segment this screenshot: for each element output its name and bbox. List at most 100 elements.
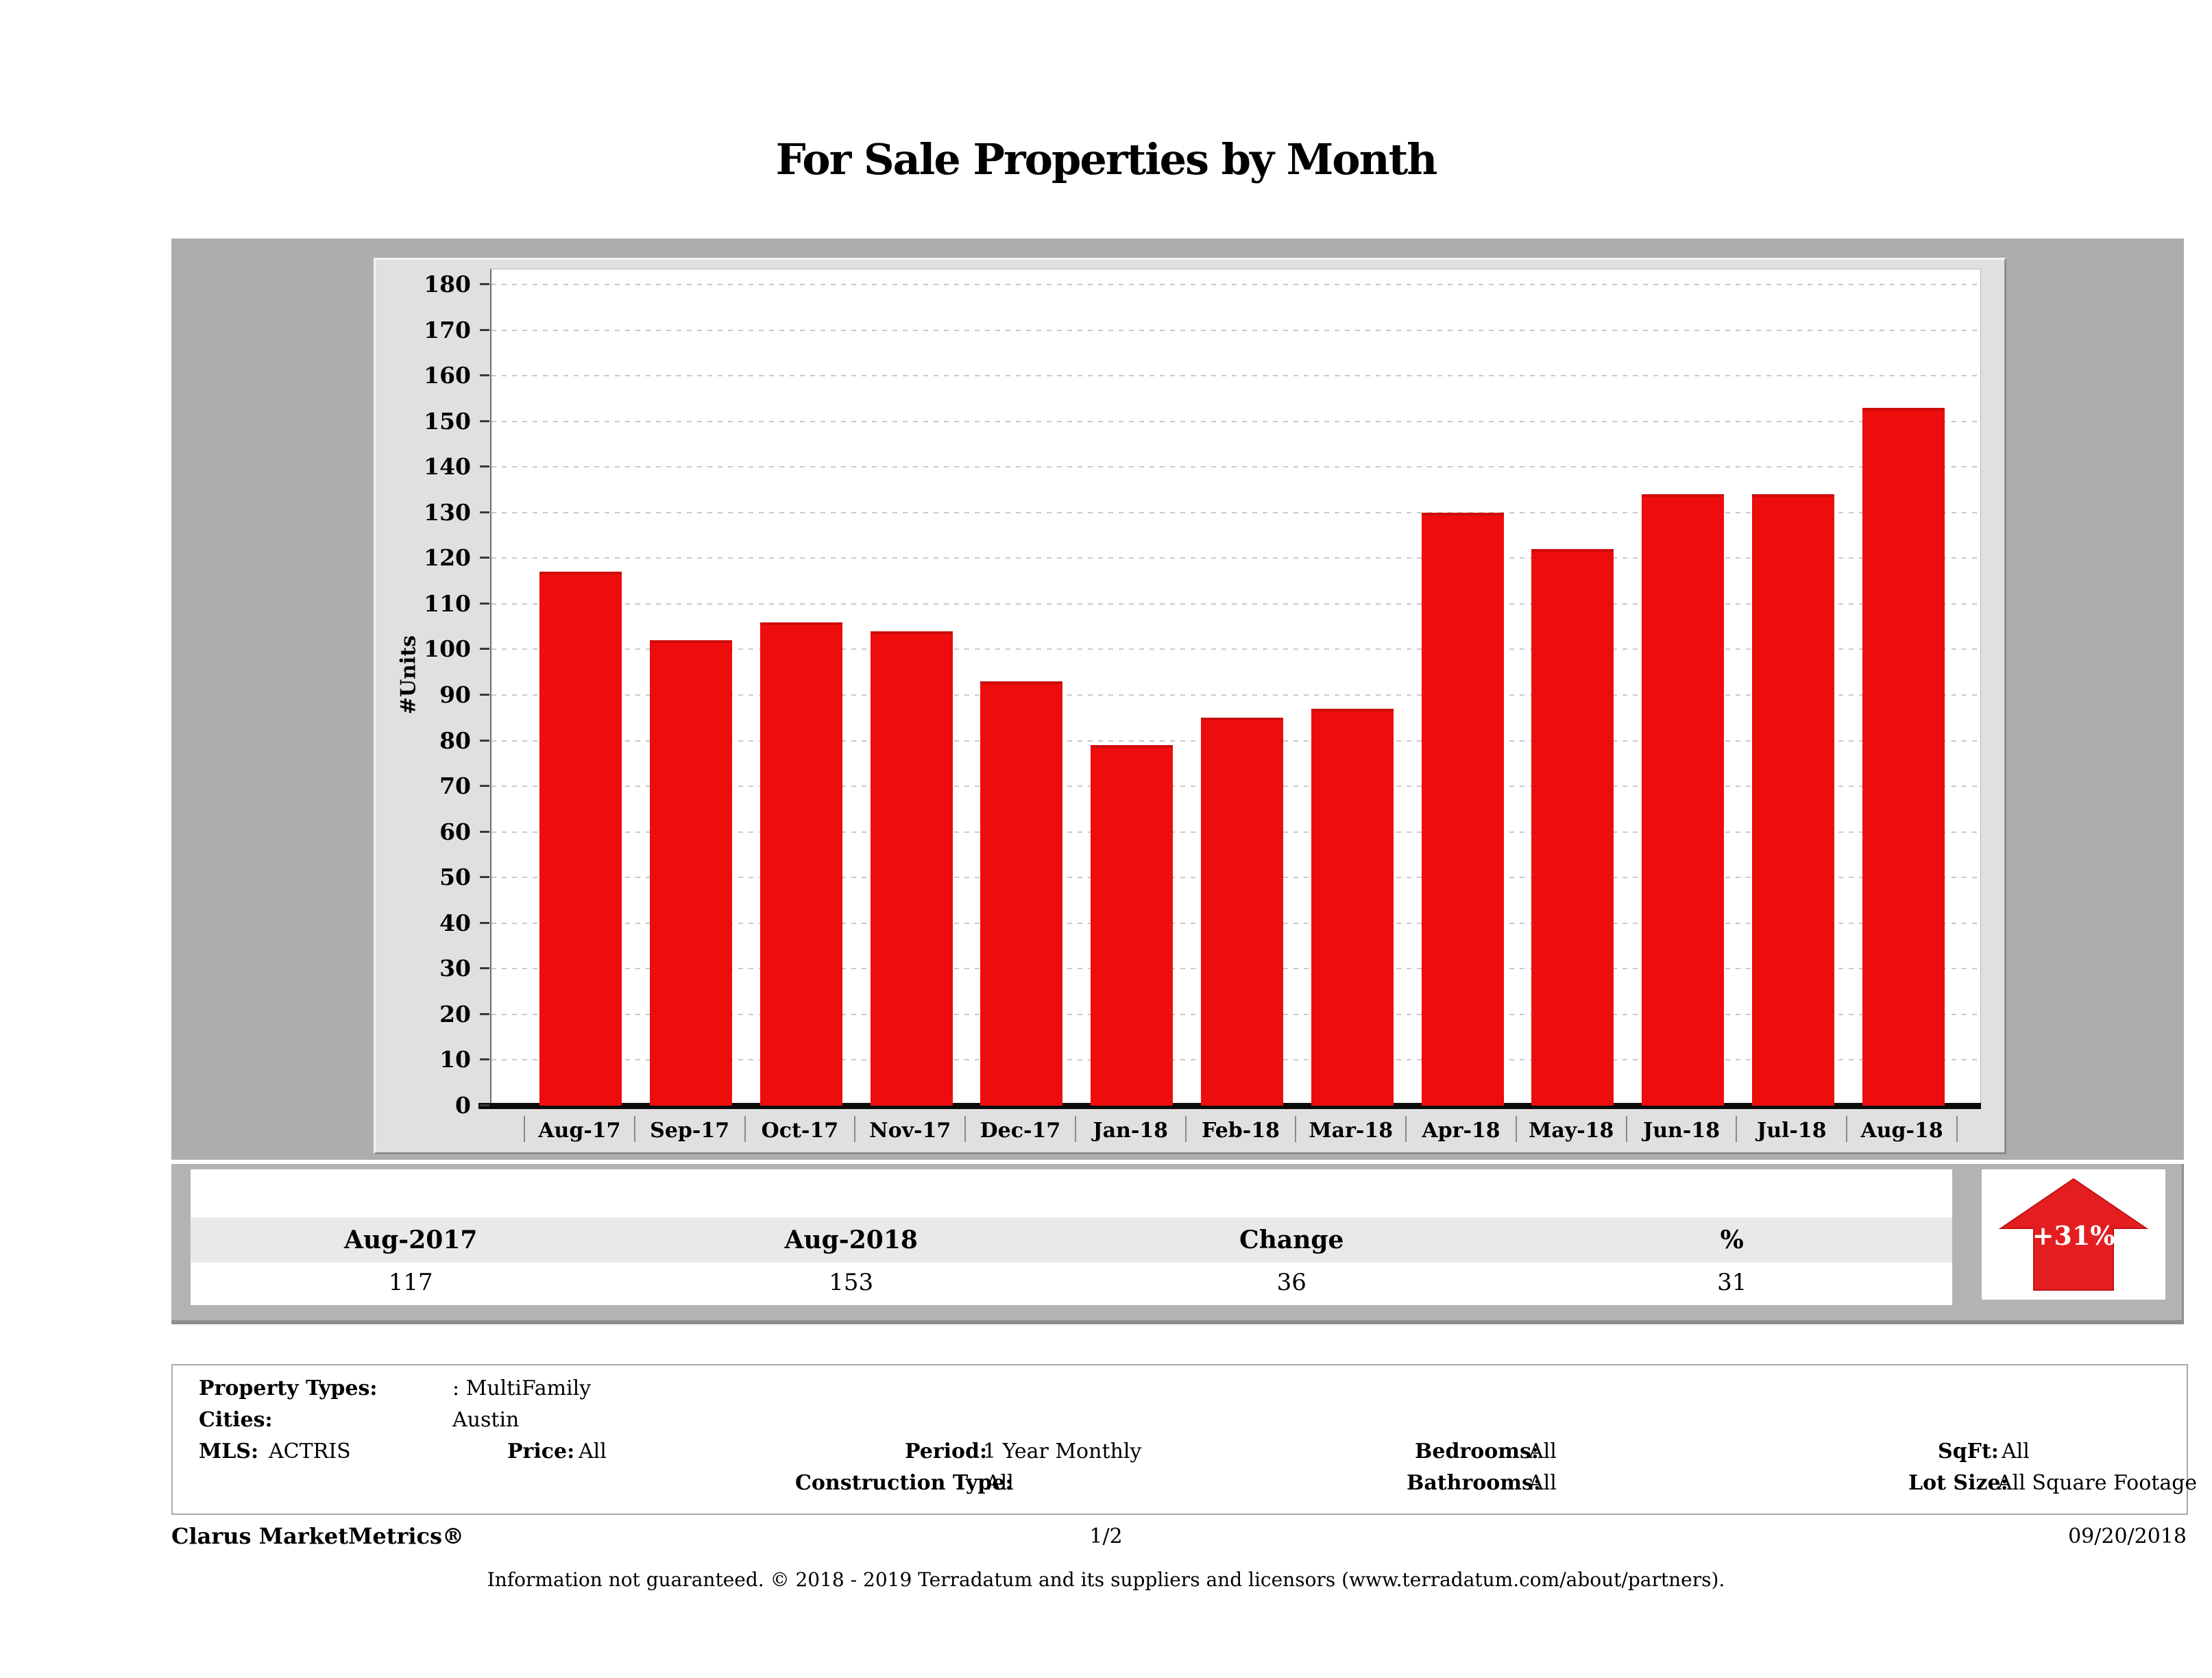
property-types-label: Property Types: <box>199 1376 378 1400</box>
x-axis-separator <box>633 1116 635 1142</box>
x-axis-label-Jun-18: Jun-18 <box>1643 1119 1721 1143</box>
y-axis-tick-170 <box>480 328 489 331</box>
x-axis-separator <box>964 1116 967 1142</box>
gridline-170 <box>491 329 1980 331</box>
construction-type-value: All <box>986 1471 1014 1495</box>
bedrooms-value: All <box>1529 1439 1557 1463</box>
x-axis-separator <box>1515 1116 1517 1142</box>
x-axis-label-Feb-18: Feb-18 <box>1202 1119 1280 1143</box>
x-axis-label-Aug-17: Aug-17 <box>538 1119 621 1143</box>
summary-row-empty <box>191 1169 1952 1217</box>
period-value: 1 Year Monthly <box>983 1439 1142 1463</box>
summary-value-Change: 36 <box>1276 1269 1306 1296</box>
footer-page-number: 1/2 <box>1089 1524 1123 1548</box>
x-axis-label-May-18: May-18 <box>1529 1119 1614 1143</box>
up-arrow-icon: +31% <box>1998 1178 2149 1291</box>
y-axis-label-150: 150 <box>424 407 471 435</box>
y-axis-tick-60 <box>480 830 489 833</box>
gridline-130 <box>491 511 1980 513</box>
bar-Jun-18 <box>1642 494 1725 1106</box>
summary-header-Change: Change <box>1239 1226 1344 1254</box>
cities-value: Austin <box>452 1408 520 1432</box>
x-axis-label-Jan-18: Jan-18 <box>1093 1119 1169 1143</box>
lot-size-value: All Square Footage <box>1997 1471 2198 1495</box>
x-axis-separator <box>744 1116 746 1142</box>
page-title: For Sale Properties by Month <box>775 134 1438 184</box>
bathrooms-label: Bathrooms: <box>1407 1471 1541 1495</box>
y-axis-label-80: 80 <box>439 727 471 754</box>
price-value: All <box>579 1439 607 1463</box>
bar-Jul-18 <box>1751 494 1834 1106</box>
y-axis-tick-50 <box>480 876 489 879</box>
x-axis-line <box>478 1103 1981 1109</box>
trend-arrow-label: +31% <box>2032 1220 2115 1251</box>
summary-row-values: 117 153 36 31 <box>191 1263 1952 1305</box>
y-axis-tick-40 <box>480 921 489 924</box>
x-axis-label-Oct-17: Oct-17 <box>761 1119 839 1143</box>
x-axis-label-Nov-17: Nov-17 <box>869 1119 951 1143</box>
y-axis-tick-80 <box>480 739 489 742</box>
gridline-120 <box>491 557 1980 559</box>
footer-date: 09/20/2018 <box>2068 1524 2187 1548</box>
y-axis-label-120: 120 <box>424 544 471 572</box>
x-axis-separator <box>1405 1116 1407 1142</box>
x-axis-label-strip: Aug-17 Sep-17 Oct-17 Nov-17 Dec-17 Jan-18 Feb-… <box>490 1115 1980 1149</box>
gridline-140 <box>491 466 1980 468</box>
y-axis-label-90: 90 <box>439 681 471 708</box>
bedrooms-label: Bedrooms: <box>1415 1439 1539 1463</box>
y-axis-label-110: 110 <box>424 589 471 617</box>
gridline-150 <box>491 420 1980 422</box>
x-axis-separator <box>1295 1116 1297 1142</box>
x-axis-label-Mar-18: Mar-18 <box>1309 1119 1394 1143</box>
bar-Jan-18 <box>1091 745 1174 1106</box>
y-axis-tick-140 <box>480 465 489 468</box>
x-axis-separator <box>1956 1116 1958 1142</box>
summary-value-Aug-2017: 117 <box>388 1269 433 1296</box>
bar-Oct-17 <box>759 622 842 1106</box>
gridline-180 <box>491 284 1980 285</box>
gridline-90 <box>491 694 1980 696</box>
x-axis-label-Dec-17: Dec-17 <box>980 1119 1061 1143</box>
y-axis-label-70: 70 <box>439 773 471 800</box>
period-label: Period: <box>905 1439 988 1463</box>
summary-header-Aug-2017: Aug-2017 <box>344 1226 478 1254</box>
y-axis-label-20: 20 <box>439 1000 471 1028</box>
gridline-110 <box>491 603 1980 605</box>
summary-value-Aug-2018: 153 <box>829 1269 874 1296</box>
gridline-160 <box>491 375 1980 377</box>
lot-size-label: Lot Size: <box>1908 1471 2008 1495</box>
bar-May-18 <box>1531 549 1614 1106</box>
bar-Nov-17 <box>870 631 953 1106</box>
footer-brand: Clarus MarketMetrics® <box>171 1523 465 1549</box>
y-axis-tick-90 <box>480 694 489 696</box>
y-axis-tick-20 <box>480 1012 489 1015</box>
y-axis-tick-160 <box>480 374 489 377</box>
bar-Aug-17 <box>539 572 622 1106</box>
bar-Mar-18 <box>1311 708 1394 1106</box>
x-axis-separator <box>1736 1116 1738 1142</box>
summary-header-Aug-2018: Aug-2018 <box>784 1226 918 1254</box>
y-axis-tick-110 <box>480 602 489 605</box>
cities-label: Cities: <box>199 1408 273 1432</box>
construction-type-label: Construction Type: <box>795 1471 1013 1495</box>
footer-disclaimer: Information not guaranteed. © 2018 - 201… <box>487 1568 1725 1591</box>
x-axis-separator <box>1846 1116 1848 1142</box>
x-axis-separator <box>1625 1116 1627 1142</box>
x-axis-separator <box>1074 1116 1076 1142</box>
x-axis-label-Jul-18: Jul-18 <box>1757 1119 1827 1143</box>
y-axis-label-40: 40 <box>439 909 471 936</box>
y-axis-label-30: 30 <box>439 955 471 982</box>
y-axis-tick-180 <box>480 283 489 285</box>
sqft-label: SqFt: <box>1938 1439 1999 1463</box>
y-axis-label-60: 60 <box>439 818 471 845</box>
chart-band: #Units 0 10 20 30 40 50 60 70 80 90 100 110 120 130 14… <box>171 239 2184 1160</box>
y-axis-label-160: 160 <box>424 362 471 389</box>
x-axis-separator <box>1184 1116 1187 1142</box>
mls-label: MLS: <box>199 1439 259 1463</box>
bar-Aug-18 <box>1862 407 1945 1106</box>
y-axis-tick-30 <box>480 967 489 970</box>
trend-arrow-box: +31% <box>1982 1169 2165 1300</box>
price-label: Price: <box>507 1439 575 1463</box>
x-axis-label-Sep-17: Sep-17 <box>650 1119 730 1143</box>
y-axis-tick-10 <box>480 1058 489 1061</box>
